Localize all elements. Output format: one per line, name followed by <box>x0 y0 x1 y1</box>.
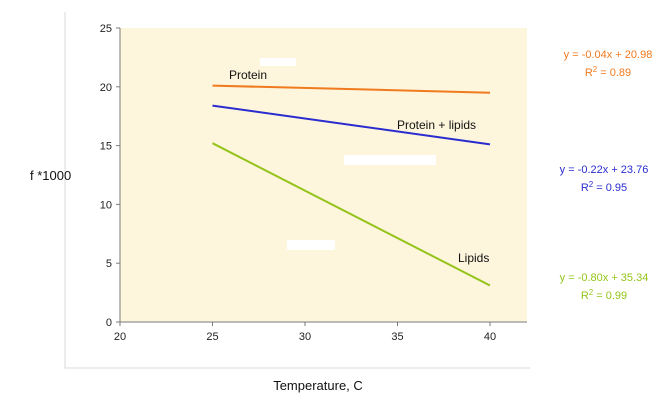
x-tick-label: 40 <box>484 331 496 343</box>
redaction-patch <box>344 155 436 165</box>
redaction-patch <box>287 240 335 250</box>
y-tick-label: 20 <box>100 82 112 94</box>
series-line-protein-lipids <box>212 104 491 146</box>
x-tick-label: 35 <box>391 331 403 343</box>
series-line-lipids <box>212 142 491 287</box>
series-line-protein <box>212 84 491 94</box>
x-tick-label: 30 <box>299 331 311 343</box>
y-tick-label: 25 <box>100 23 112 35</box>
plot-area <box>120 28 527 322</box>
y-axis-label: f *1000 <box>30 168 71 183</box>
x-axis-label: Temperature, C <box>273 378 363 393</box>
y-tick-label: 15 <box>100 141 112 153</box>
chart-area-border <box>64 12 530 369</box>
series-label: Protein + lipids <box>397 118 476 132</box>
trendline-equations: y = -0.04x + 20.98 R2 = 0.89 y = -0.22x + … <box>560 49 653 302</box>
r-squared-label: R2 = 0.89 <box>585 65 631 79</box>
y-tick-label: 0 <box>106 317 112 329</box>
x-tick-label: 20 <box>114 331 126 343</box>
series-lines <box>212 84 491 287</box>
x-tick-label: 25 <box>206 331 218 343</box>
redaction-patch <box>484 0 494 6</box>
y-tick-label: 10 <box>100 199 112 211</box>
axes <box>119 28 527 323</box>
tick-labels: 0 5 10 15 20 25 20 25 30 35 40 <box>100 23 496 343</box>
series-label: Lipids <box>458 251 489 265</box>
trendline-equation: y = -0.22x + 23.76 <box>560 164 649 176</box>
series-labels: Protein Protein + lipids Lipids <box>229 68 489 265</box>
redaction-patch <box>260 58 296 66</box>
y-tick-label: 5 <box>106 258 112 270</box>
trendline-equation: y = -0.04x + 20.98 <box>564 49 653 61</box>
tick-marks <box>116 27 491 326</box>
r-squared-label: R2 = 0.95 <box>581 180 627 194</box>
series-label: Protein <box>229 68 267 82</box>
trendline-equation: y = -0.80x + 35.34 <box>560 272 649 284</box>
r-squared-label: R2 = 0.99 <box>581 288 627 302</box>
